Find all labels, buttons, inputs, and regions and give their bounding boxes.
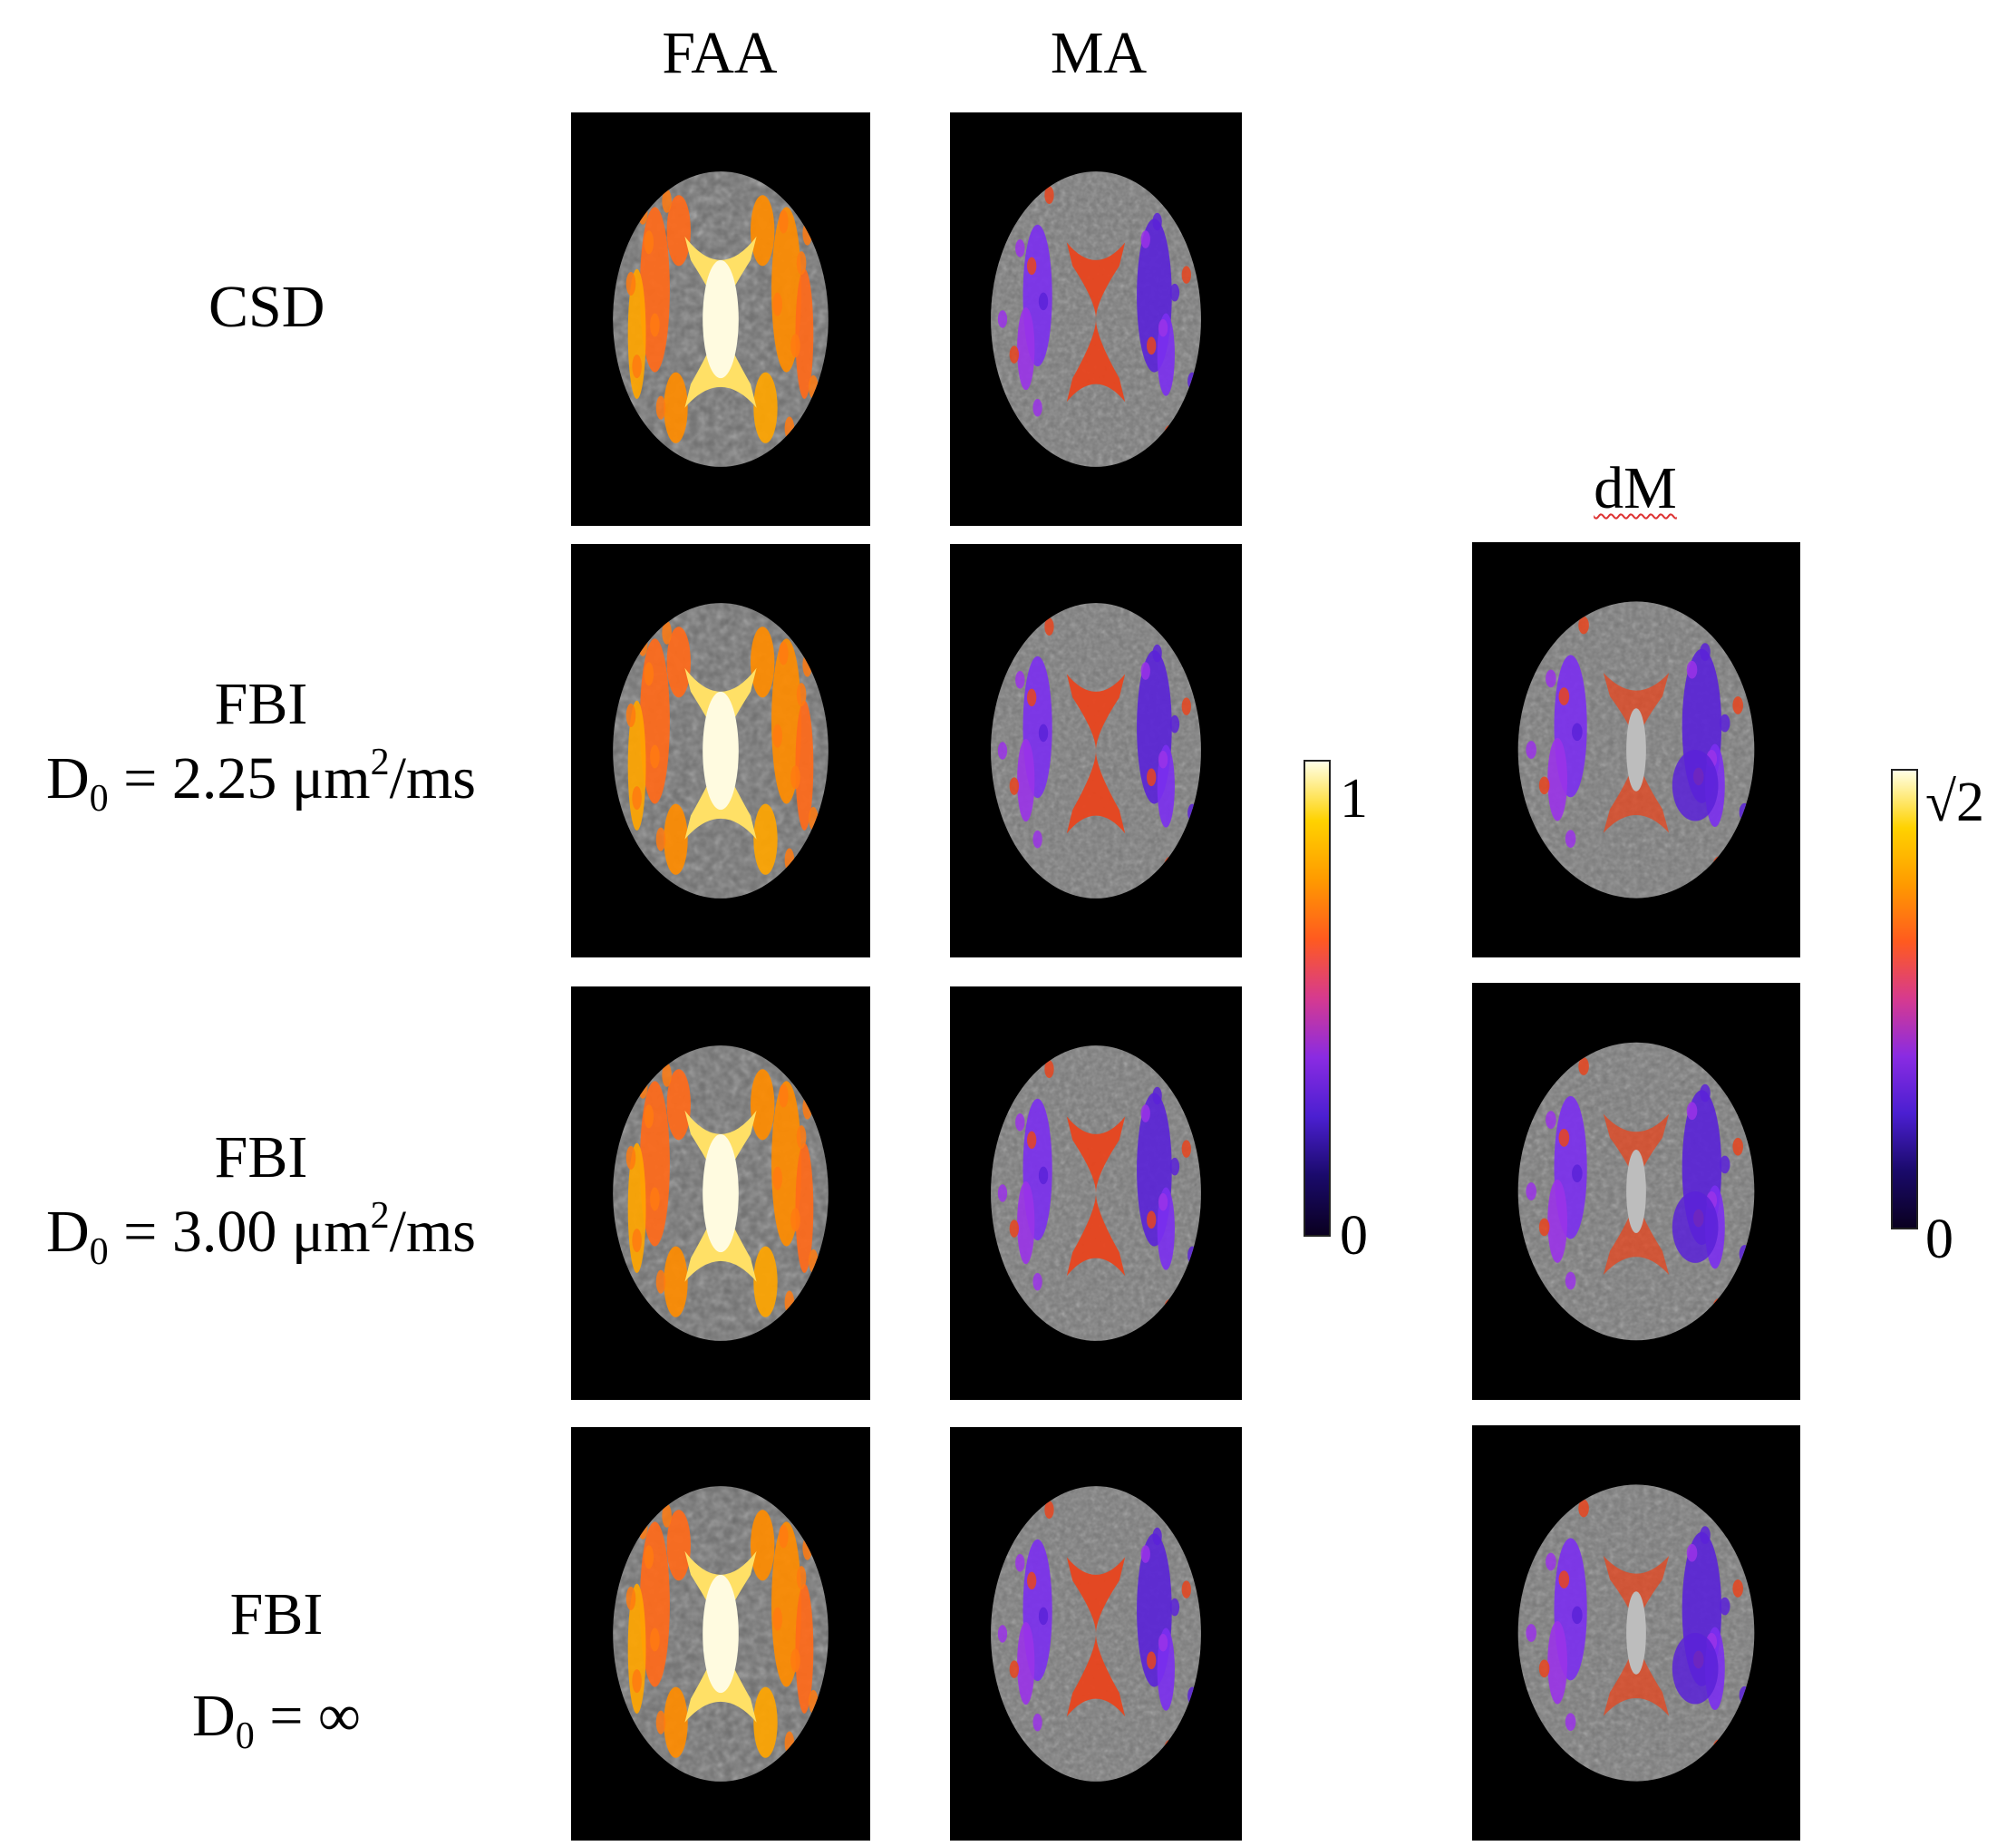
colorbar-faa-ma-min-label: 0 bbox=[1340, 1205, 1368, 1267]
faa-map-fbi-inf bbox=[571, 1427, 870, 1841]
d0-symbol: D bbox=[46, 1199, 90, 1265]
ma-map-fbi-225 bbox=[950, 544, 1242, 957]
d0-unit: /ms bbox=[389, 1199, 476, 1265]
column-header-faa: FAA bbox=[662, 20, 778, 86]
d0-value: = ∞ bbox=[254, 1683, 361, 1749]
row-label-fbi-inf: FBI D0 = ∞ bbox=[127, 1581, 426, 1757]
faa-map-csd bbox=[571, 112, 870, 526]
d0-superscript: 2 bbox=[370, 1195, 390, 1237]
dm-map-fbi-225 bbox=[1472, 542, 1800, 957]
colorbar-dm bbox=[1891, 769, 1918, 1229]
d0-subscript: 0 bbox=[235, 1715, 255, 1757]
d0-superscript: 2 bbox=[370, 742, 390, 783]
row-method-label: FBI bbox=[214, 671, 308, 737]
brain-slice-image bbox=[991, 1045, 1201, 1341]
d0-subscript: 0 bbox=[89, 778, 109, 820]
dm-map-fbi-300 bbox=[1472, 983, 1800, 1400]
ma-map-fbi-300 bbox=[950, 986, 1242, 1400]
brain-slice-image bbox=[1517, 1042, 1755, 1341]
brain-slice-image bbox=[613, 1486, 829, 1782]
row-method-label: FBI bbox=[214, 1124, 308, 1190]
d0-unit: /ms bbox=[389, 745, 476, 811]
colorbar-faa-ma-max-label: 1 bbox=[1340, 768, 1368, 830]
colorbar-dm-max-label: √2 bbox=[1925, 772, 1985, 833]
brain-slice-image bbox=[613, 603, 829, 899]
brain-slice-image bbox=[991, 171, 1201, 467]
row-method-label: CSD bbox=[208, 274, 325, 340]
d0-symbol: D bbox=[192, 1683, 236, 1749]
faa-map-fbi-225 bbox=[571, 544, 870, 957]
row-method-label: FBI bbox=[229, 1581, 324, 1647]
dm-map-fbi-inf bbox=[1472, 1425, 1800, 1841]
brain-slice-image bbox=[613, 171, 829, 467]
row-label-fbi-225: FBI D0 = 2.25 μm2/ms bbox=[7, 671, 515, 820]
ma-map-csd bbox=[950, 112, 1242, 526]
brain-slice-image bbox=[613, 1045, 829, 1341]
colorbar-faa-ma bbox=[1304, 760, 1331, 1237]
brain-slice-image bbox=[991, 1486, 1201, 1782]
d0-value: = 3.00 μm bbox=[108, 1199, 371, 1265]
brain-slice-image bbox=[1517, 601, 1755, 899]
row-label-csd: CSD bbox=[208, 277, 325, 337]
ma-map-fbi-inf bbox=[950, 1427, 1242, 1841]
colorbar-dm-min-label: 0 bbox=[1925, 1209, 1953, 1270]
brain-slice-image bbox=[1517, 1484, 1755, 1782]
d0-value: = 2.25 μm bbox=[108, 745, 371, 811]
faa-map-fbi-300 bbox=[571, 986, 870, 1400]
column-header-ma: MA bbox=[1050, 20, 1148, 86]
column-header-dm: dM bbox=[1594, 455, 1677, 521]
d0-subscript: 0 bbox=[89, 1231, 109, 1273]
brain-slice-image bbox=[991, 603, 1201, 899]
d0-symbol: D bbox=[46, 745, 90, 811]
row-label-fbi-300: FBI D0 = 3.00 μm2/ms bbox=[7, 1124, 515, 1273]
